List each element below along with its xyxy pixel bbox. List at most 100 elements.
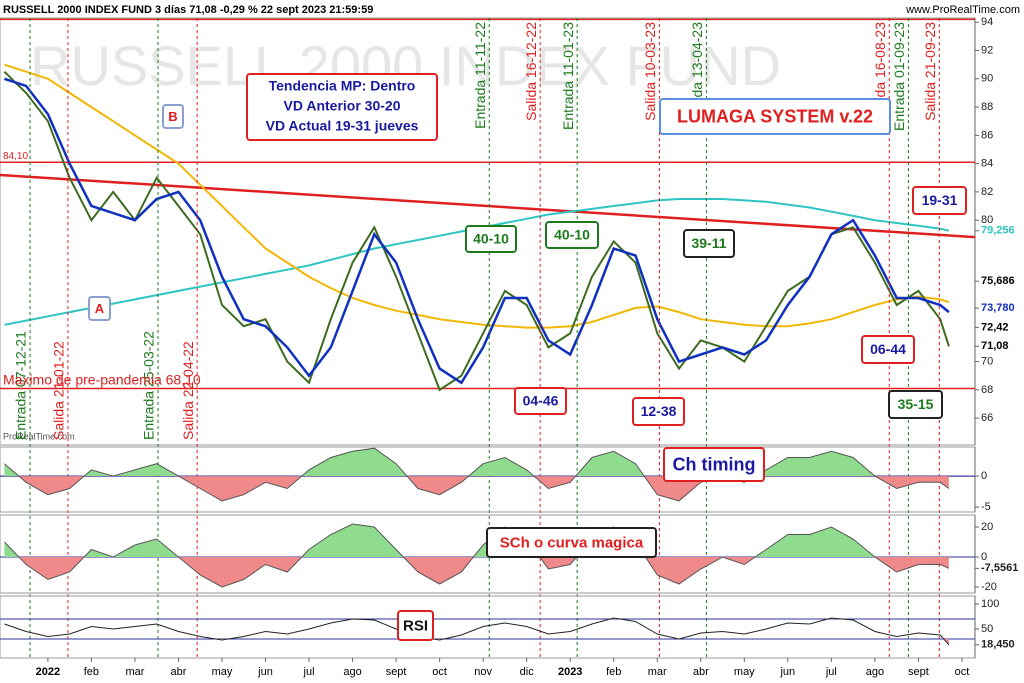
x-tick-label: mar [648, 666, 667, 678]
x-tick-label: jun [257, 666, 273, 678]
annotation-text: LUMAGA SYSTEM v.22 [677, 106, 873, 126]
event-label: Salida 16-12-22 [523, 22, 539, 121]
y-tick-label: 68 [981, 384, 993, 396]
event-label: Entrada 25-03-22 [141, 331, 157, 440]
y-tick-label: 92 [981, 44, 993, 56]
y-tick-label: 73,780 [981, 302, 1015, 314]
area-negative [4, 557, 949, 587]
y-tick-label: 84 [981, 158, 993, 170]
event-label: Entrada 01-09-23 [891, 22, 907, 131]
annotation-box [632, 397, 685, 426]
annotation-box [246, 73, 438, 141]
panel [0, 447, 975, 502]
y-tick-label: 86 [981, 129, 993, 141]
x-tick-label: feb [84, 666, 99, 678]
y-tick-label: -5 [981, 501, 991, 513]
x-tick-label: jul [825, 666, 837, 678]
annotation-text: 06-44 [870, 341, 906, 357]
x-tick-label: ago [343, 666, 361, 678]
x-tick-label: 2022 [36, 666, 60, 678]
area-positive [4, 448, 949, 477]
annotation-box [683, 229, 735, 258]
series-line [4, 523, 950, 588]
y-tick-label: 90 [981, 73, 993, 85]
area-negative [18, 476, 949, 501]
y-tick-label: 94 [981, 16, 993, 28]
y-tick-label: 50 [981, 623, 993, 635]
event-label: Salida 21-01-22 [51, 341, 67, 440]
y-tick-label: 20 [981, 521, 993, 533]
annotation-box [659, 98, 891, 135]
annotation-text: Maximo de pre-pandemia 68,10 [3, 372, 201, 388]
x-tick-label: oct [955, 666, 970, 678]
y-tick-label: 0 [981, 551, 987, 563]
annotation-box [861, 335, 915, 364]
annotation-text: 39-11 [691, 235, 726, 251]
y-tick-label: 66 [981, 412, 993, 424]
y-tick-label: 75,686 [981, 275, 1015, 287]
annotation-text: A [95, 301, 105, 316]
annotation-text: RSI [403, 617, 428, 634]
annotation-text: 12-38 [641, 403, 677, 419]
series-line [4, 63, 950, 329]
header-title: RUSSELL 2000 INDEX FUND 3 días 71,08 -0,… [3, 4, 373, 16]
annotation-box [486, 527, 657, 558]
annotation-box [465, 225, 517, 253]
x-tick-label: oct [432, 666, 447, 678]
annotation-text: 40-10 [554, 227, 590, 243]
area-positive [4, 524, 949, 557]
x-tick-label: abr [693, 666, 709, 678]
y-tick-label: 72,42 [981, 321, 1009, 333]
reference-label: 84,10 [3, 151, 28, 162]
y-tick-label: 71,08 [981, 340, 1009, 352]
y-tick-label: 88 [981, 101, 993, 113]
panel [0, 617, 975, 646]
x-tick-label: abr [171, 666, 187, 678]
annotation-box [88, 296, 111, 321]
x-tick-label: may [212, 666, 233, 678]
area-group [4, 524, 949, 557]
annotation-text: 04-46 [523, 393, 559, 409]
area-group [18, 476, 949, 501]
annotation-text: VD Anterior 30-20 [284, 98, 401, 114]
annotation-text: VD Actual 19-31 jueves [266, 118, 419, 134]
annotation-box [663, 447, 765, 482]
header-site: www.ProRealTime.com [905, 4, 1020, 16]
x-tick-label: dic [520, 666, 535, 678]
y-tick-label: 79,256 [981, 225, 1015, 237]
event-label: Entrada 07-12-21 [13, 331, 29, 440]
annotation-text: 19-31 [922, 192, 958, 208]
annotation-text: 40-10 [473, 231, 509, 247]
area-group [4, 557, 949, 587]
annotation-box [397, 610, 434, 641]
x-tick-label: may [734, 666, 755, 678]
event-label: Entrada 11-01-23 [560, 22, 576, 130]
x-tick-label: sept [908, 666, 929, 678]
event-label: Salida 22-04-22 [180, 341, 196, 440]
annotation-box [888, 390, 943, 419]
event-label: Salida 16-08-23 [872, 22, 888, 121]
y-tick-label: 18,450 [981, 639, 1015, 651]
credit: ProRealTime.com [3, 431, 75, 441]
annotation-box [514, 387, 567, 415]
series-line [4, 77, 950, 385]
annotation-text: Ch timing [673, 454, 756, 474]
series-line [4, 617, 950, 646]
y-tick-label: 0 [981, 470, 987, 482]
x-tick-label: feb [606, 666, 621, 678]
x-tick-label: jul [303, 666, 315, 678]
event-label: Salida 21-09-23 [922, 22, 938, 121]
annotation-text: SCh o curva magica [500, 534, 644, 551]
x-tick-label: jun [779, 666, 795, 678]
area-group [4, 448, 949, 477]
annotation-text: Tendencia MP: Dentro [269, 78, 416, 94]
y-tick-label: 82 [981, 186, 993, 198]
series-line [4, 447, 950, 502]
series-line [3, 70, 950, 392]
annotation-text: B [168, 109, 177, 124]
x-tick-label: ago [866, 666, 884, 678]
y-tick-label: -7,5561 [981, 562, 1018, 574]
x-tick-label: sept [386, 666, 407, 678]
